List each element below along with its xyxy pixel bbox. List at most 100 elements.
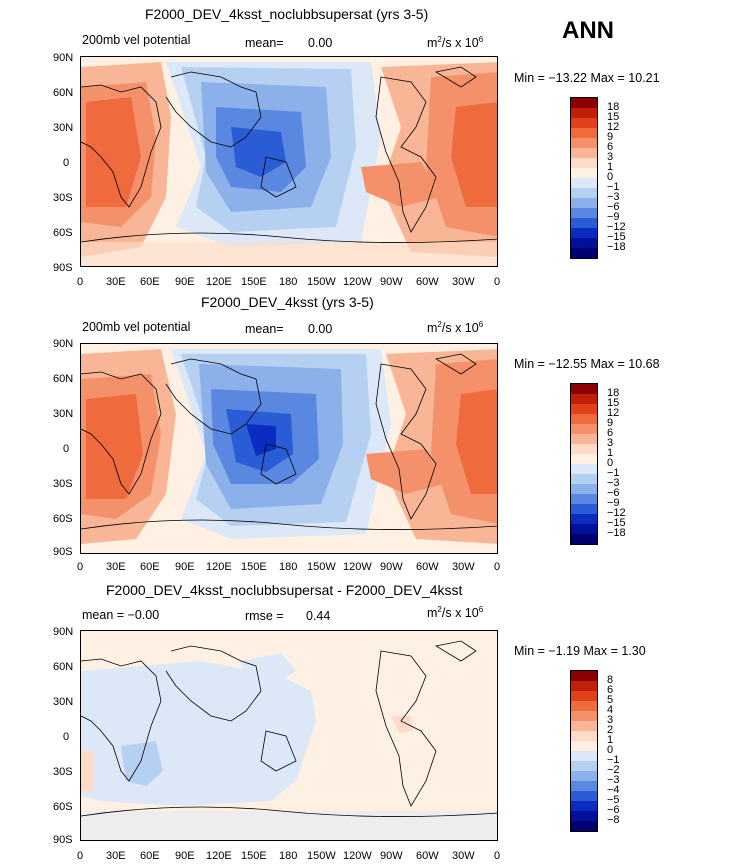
colorbar-swatch — [571, 811, 597, 821]
lat-tick: 60N — [53, 661, 74, 673]
lat-tick: 60N — [53, 87, 74, 99]
colorbar-swatch — [571, 691, 597, 701]
colorbar-swatch — [571, 761, 597, 771]
colorbar-label: −6 — [607, 201, 620, 213]
colorbar-swatch — [571, 474, 597, 484]
colorbar-label: −9 — [607, 211, 620, 223]
panel-1-map — [80, 56, 498, 267]
lon-tick: 150W — [307, 276, 336, 288]
lat-tick: 0 — [63, 443, 70, 455]
panel-3-left-label: mean = −0.00 — [82, 608, 160, 622]
colorbar-label: 6 — [607, 141, 614, 153]
panel-3-title: F2000_DEV_4ksst_noclubbsupersat - F2000_… — [106, 582, 463, 598]
colorbar-label: 15 — [607, 397, 620, 409]
colorbar-label: −15 — [607, 517, 626, 529]
lat-tick: 0 — [63, 731, 70, 743]
colorbar-swatch — [571, 128, 597, 138]
lon-tick: 90E — [175, 850, 195, 862]
colorbar-swatch — [571, 118, 597, 128]
lon-tick: 30W — [452, 561, 475, 573]
lat-tick: 90S — [53, 834, 73, 846]
panel-2-map — [80, 343, 498, 554]
colorbar-swatch — [571, 414, 597, 424]
colorbar-swatch — [571, 208, 597, 218]
lat-tick: 90S — [53, 546, 73, 558]
colorbar-swatch — [571, 228, 597, 238]
lon-tick: 90W — [380, 561, 403, 573]
panel-3-colorbar — [570, 670, 598, 832]
lat-tick: 90N — [53, 52, 74, 64]
colorbar-swatch — [571, 404, 597, 414]
colorbar-swatch — [571, 444, 597, 454]
lat-tick: 30N — [53, 696, 74, 708]
colorbar-swatch — [571, 801, 597, 811]
colorbar-label: 12 — [607, 407, 620, 419]
panel-1-contour-plot — [81, 57, 497, 266]
colorbar-swatch — [571, 821, 597, 831]
lon-tick: 60E — [140, 561, 160, 573]
lat-tick: 60S — [53, 227, 73, 239]
panel-1-minmax: Min = −13.22 Max = 10.21 — [514, 71, 660, 85]
panel-3-rmse-label: rmse = — [245, 609, 284, 623]
colorbar-label: 1 — [607, 734, 614, 746]
colorbar-swatch — [571, 138, 597, 148]
lon-tick: 0 — [494, 276, 501, 288]
lon-tick: 120W — [343, 276, 372, 288]
lon-tick: 30E — [106, 561, 126, 573]
lon-tick: 0 — [77, 850, 84, 862]
colorbar-label: 3 — [607, 714, 614, 726]
colorbar-swatch — [571, 721, 597, 731]
colorbar-swatch — [571, 168, 597, 178]
colorbar-swatch — [571, 434, 597, 444]
colorbar-label: 5 — [607, 694, 614, 706]
lon-tick: 150W — [307, 561, 336, 573]
colorbar-label: −15 — [607, 231, 626, 243]
lon-tick: 90E — [175, 276, 195, 288]
colorbar-label: 12 — [607, 121, 620, 133]
lat-tick: 30S — [53, 192, 73, 204]
panel-2-units: m2/s x 106 — [427, 320, 484, 336]
lon-tick: 30E — [106, 850, 126, 862]
colorbar-swatch — [571, 158, 597, 168]
lon-tick: 150W — [307, 850, 336, 862]
colorbar-swatch — [571, 751, 597, 761]
colorbar-swatch — [571, 484, 597, 494]
lon-tick: 150E — [241, 850, 267, 862]
panel-1-mean-label: mean= — [245, 36, 284, 50]
lat-tick: 0 — [63, 157, 70, 169]
colorbar-swatch — [571, 791, 597, 801]
colorbar-label: 1 — [607, 161, 614, 173]
colorbar-label: 0 — [607, 457, 614, 469]
season-label: ANN — [562, 17, 614, 44]
colorbar-swatch — [571, 494, 597, 504]
colorbar-swatch — [571, 198, 597, 208]
colorbar-swatch — [571, 781, 597, 791]
lat-tick: 60N — [53, 373, 74, 385]
panel-2-contour-plot — [81, 344, 497, 553]
colorbar-label: −4 — [607, 784, 620, 796]
lon-tick: 120E — [206, 276, 232, 288]
lon-tick: 60E — [140, 276, 160, 288]
colorbar-label: 1 — [607, 447, 614, 459]
colorbar-label: −2 — [607, 764, 620, 776]
colorbar-label: 0 — [607, 744, 614, 756]
panel-1-mean-value: 0.00 — [308, 36, 333, 50]
lon-tick: 0 — [494, 561, 501, 573]
lat-tick: 60S — [53, 513, 73, 525]
colorbar-label: 15 — [607, 111, 620, 123]
colorbar-swatch — [571, 504, 597, 514]
panel-2-colorbar — [570, 383, 598, 545]
panel-3-units: m2/s x 106 — [427, 605, 484, 621]
colorbar-label: −8 — [607, 814, 620, 826]
colorbar-label: 9 — [607, 131, 614, 143]
lon-tick: 90W — [380, 276, 403, 288]
lon-tick: 30W — [452, 850, 475, 862]
colorbar-label: −12 — [607, 221, 626, 233]
lon-tick: 0 — [77, 561, 84, 573]
panel-1-left-label: 200mb vel potential — [82, 33, 191, 47]
panel-2-minmax: Min = −12.55 Max = 10.68 — [514, 357, 660, 371]
colorbar-label: −18 — [607, 241, 626, 253]
lon-tick: 30E — [106, 276, 126, 288]
lon-tick: 0 — [77, 276, 84, 288]
colorbar-swatch — [571, 248, 597, 258]
